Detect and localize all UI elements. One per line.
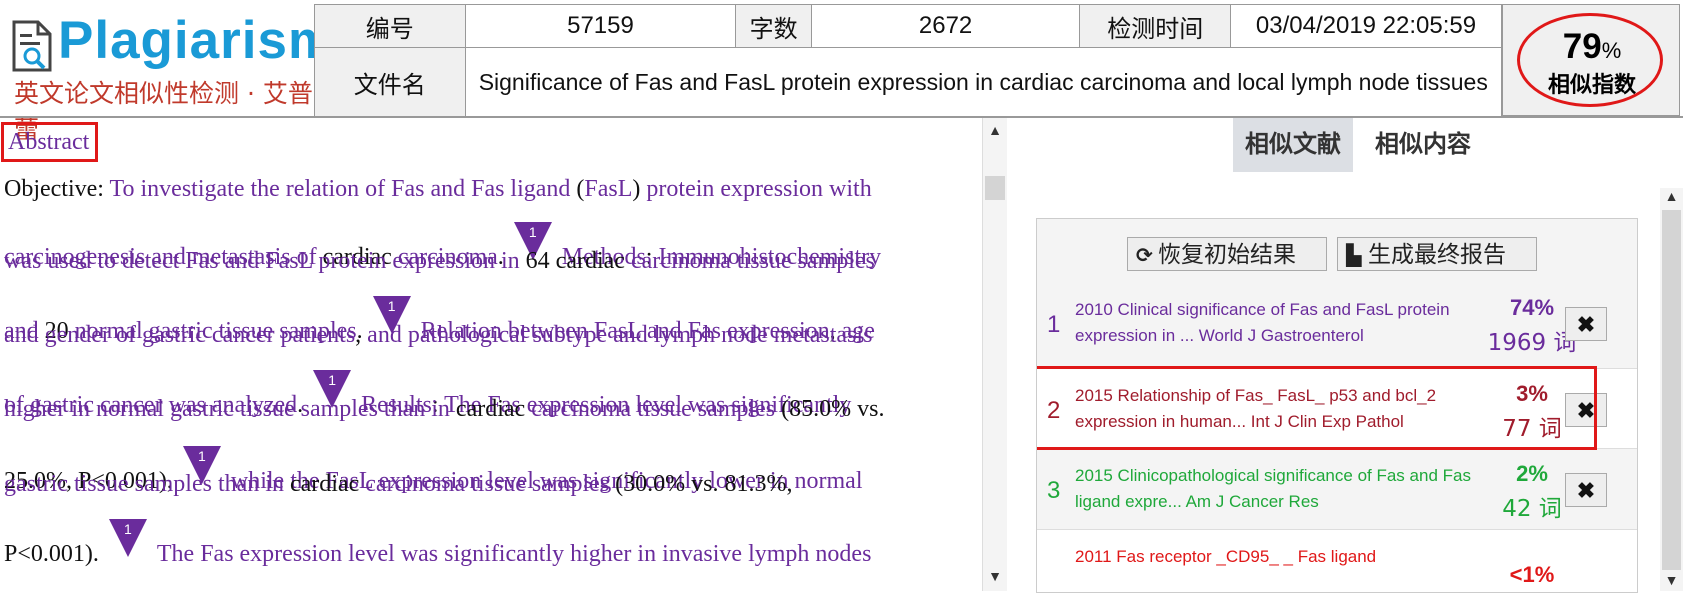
match-flag[interactable]: 1 bbox=[512, 222, 554, 262]
score-label: 相似指数 bbox=[1547, 73, 1636, 98]
result-item[interactable]: 3 2015 Clinicopathological significance … bbox=[1037, 448, 1637, 534]
result-percent: 3% bbox=[1516, 381, 1548, 406]
abstract-heading: Abstract bbox=[1, 122, 99, 162]
flag-triangle-icon bbox=[108, 519, 147, 557]
result-item[interactable]: 2 2015 Relationship of Fas_ FasL_ p53 an… bbox=[1037, 368, 1637, 454]
flag-triangle-icon bbox=[313, 370, 352, 408]
result-title[interactable]: 2011 Fas receptor _CD95_ _ Fas ligand bbox=[1075, 547, 1377, 566]
text-line: of gastric cancer was analyzed. 1 Results:… bbox=[4, 370, 852, 418]
flag-triangle-icon bbox=[372, 296, 411, 334]
match-flag[interactable]: 1 bbox=[107, 519, 149, 559]
results-panel: ⟳ 恢复初始结果 ▙ 生成最终报告 1 2010 Clinical signific… bbox=[1036, 218, 1638, 593]
time-label: 检测时间 bbox=[1079, 4, 1231, 48]
text-line: was used to detect Fas and FasL protein … bbox=[4, 248, 875, 274]
result-word-count: 1969 词 bbox=[1487, 330, 1577, 356]
result-percent: 74% bbox=[1509, 295, 1555, 320]
result-percent: 2% bbox=[1516, 461, 1548, 486]
chars-label: 字数 bbox=[735, 4, 812, 48]
result-item[interactable]: 1 2010 Clinical significance of Fas and … bbox=[1037, 283, 1637, 368]
document-icon: ▙ bbox=[1346, 243, 1362, 267]
text-line: higher in normal gastric tissue samples … bbox=[4, 396, 885, 422]
brand-tagline: 英文论文相似性检测 · 艾普蕾 bbox=[14, 79, 313, 144]
close-icon[interactable]: ✖ bbox=[1565, 393, 1607, 427]
text-line: and 20 normal gastric tissue samples. 1 Re… bbox=[4, 296, 875, 344]
brand-name: Plagiarism bbox=[58, 11, 337, 70]
text-line: and gender of gastric cancer patients, a… bbox=[4, 322, 873, 348]
header-divider bbox=[0, 116, 1683, 118]
results-scrollbar[interactable]: ▲ ▼ bbox=[1660, 188, 1683, 591]
tab-similar-content[interactable]: 相似内容 bbox=[1375, 130, 1471, 158]
result-title[interactable]: 2015 Clinicopathological significance of… bbox=[1075, 466, 1471, 511]
result-word-count: 77 词 bbox=[1502, 416, 1562, 442]
text-line: gastric tissue samples than in cardiac c… bbox=[4, 471, 793, 497]
filename-label: 文件名 bbox=[314, 47, 466, 117]
match-flag[interactable]: 1 bbox=[311, 370, 353, 410]
result-percent: <1% bbox=[1509, 562, 1555, 587]
match-flag[interactable]: 1 bbox=[181, 446, 223, 486]
scroll-down-icon[interactable]: ▼ bbox=[1664, 572, 1679, 588]
document-search-icon bbox=[12, 20, 52, 72]
id-label: 编号 bbox=[314, 4, 466, 48]
scrollbar-thumb[interactable] bbox=[985, 176, 1005, 200]
score-ring bbox=[1517, 13, 1663, 107]
result-index: 1 bbox=[1047, 311, 1061, 338]
report-header: Plagiarism 英文论文相似性检测 · 艾普蕾 编号 57159 字数 2… bbox=[0, 0, 1683, 144]
flag-triangle-icon bbox=[513, 222, 552, 260]
text-line: P<0.001). 1 The Fas expression level was s… bbox=[4, 519, 872, 567]
filename-value: Significance of Fas and FasL protein exp… bbox=[464, 47, 1503, 117]
chars-value: 2672 bbox=[810, 4, 1081, 48]
flag-triangle-icon bbox=[182, 446, 221, 484]
result-item[interactable]: 2011 Fas receptor _CD95_ _ Fas ligand <1… bbox=[1037, 529, 1637, 592]
close-icon[interactable]: ✖ bbox=[1565, 307, 1607, 341]
reset-results-button[interactable]: ⟳ 恢复初始结果 bbox=[1127, 237, 1327, 271]
match-flag[interactable]: 1 bbox=[371, 296, 413, 336]
text-line: carcinogenesis and metastasis of cardiac… bbox=[4, 222, 882, 270]
id-value: 57159 bbox=[464, 4, 737, 48]
scroll-down-icon[interactable]: ▼ bbox=[988, 568, 1002, 584]
time-value: 03/04/2019 22:05:59 bbox=[1230, 4, 1502, 48]
text-line: Objective: To investigate the relation o… bbox=[4, 176, 872, 202]
highlight-box bbox=[1037, 366, 1597, 450]
result-index: 3 bbox=[1047, 477, 1061, 504]
result-title[interactable]: 2010 Clinical significance of Fas and Fa… bbox=[1075, 300, 1450, 345]
text-pane-scrollbar[interactable]: ▲ ▼ bbox=[982, 118, 1007, 591]
refresh-icon: ⟳ bbox=[1136, 243, 1153, 267]
similarity-score: 79% 相似指数 bbox=[1502, 4, 1680, 116]
logo: Plagiarism 英文论文相似性检测 · 艾普蕾 bbox=[0, 0, 335, 144]
text-line: 25.0%, P<0.001), 1 while the FasL expressi… bbox=[4, 446, 863, 494]
result-word-count: 42 词 bbox=[1502, 496, 1562, 522]
result-index: 2 bbox=[1047, 397, 1061, 424]
scroll-up-icon[interactable]: ▲ bbox=[988, 122, 1002, 138]
tab-similar-documents[interactable]: 相似文献 bbox=[1233, 118, 1353, 172]
close-icon[interactable]: ✖ bbox=[1565, 473, 1607, 507]
results-pane: 相似文献 相似内容 ⟳ 恢复初始结果 ▙ 生成最终报告 1 2010 Clinica… bbox=[1008, 118, 1683, 593]
generate-report-button[interactable]: ▙ 生成最终报告 bbox=[1337, 237, 1537, 271]
scroll-up-icon[interactable]: ▲ bbox=[1664, 188, 1679, 204]
document-text-pane[interactable]: Abstract Objective: To investigate the r… bbox=[0, 118, 982, 591]
report-meta-table: 编号 57159 字数 2672 检测时间 03/04/2019 22:05:5… bbox=[314, 4, 1503, 117]
scrollbar-thumb[interactable] bbox=[1662, 210, 1681, 570]
result-title[interactable]: 2015 Relationship of Fas_ FasL_ p53 and … bbox=[1075, 386, 1437, 431]
score-value: 79% bbox=[1562, 27, 1622, 66]
